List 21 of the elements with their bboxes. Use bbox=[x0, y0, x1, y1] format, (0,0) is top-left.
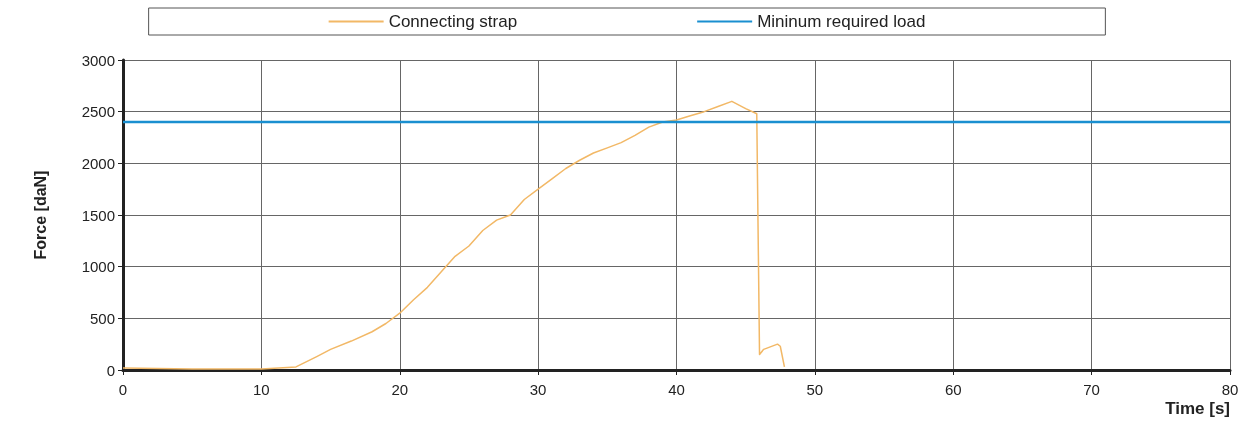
x-tick-label: 80 bbox=[1221, 381, 1239, 398]
x-tick-label: 10 bbox=[253, 381, 270, 398]
legend-label: Connecting strap bbox=[388, 12, 518, 31]
x-tick-label: 20 bbox=[391, 381, 409, 398]
y-tick-label: 2000 bbox=[81, 154, 115, 172]
x-tick-label: 60 bbox=[944, 381, 962, 398]
x-axis-title: Time [s] bbox=[1165, 399, 1230, 418]
y-tick-label: 3000 bbox=[81, 51, 115, 69]
x-tick-label: 50 bbox=[806, 381, 824, 398]
y-axis-title: Force [daN] bbox=[31, 170, 49, 260]
line-series bbox=[122, 100, 786, 370]
y-tick-label: 1500 bbox=[81, 206, 115, 224]
x-tick-label: 30 bbox=[529, 381, 547, 398]
legend-label: Mininum required load bbox=[757, 12, 926, 31]
y-tick-label: 2500 bbox=[81, 103, 115, 121]
x-tick-label: 40 bbox=[668, 381, 685, 398]
y-tick-label: 1000 bbox=[81, 258, 115, 276]
y-tick-label: 500 bbox=[89, 309, 115, 327]
y-tick-label: 0 bbox=[106, 361, 115, 379]
x-tick-label: 0 bbox=[118, 381, 128, 398]
x-tick-label: 70 bbox=[1083, 381, 1100, 398]
